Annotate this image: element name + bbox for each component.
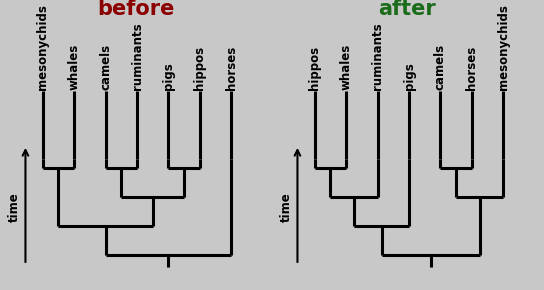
Text: ruminants: ruminants — [371, 22, 384, 90]
Text: hippos: hippos — [193, 46, 206, 90]
Text: ruminants: ruminants — [131, 22, 144, 90]
Text: before: before — [97, 0, 174, 19]
Text: mesonychids: mesonychids — [497, 4, 510, 90]
Text: after: after — [379, 0, 436, 19]
Text: horses: horses — [465, 46, 478, 90]
Text: horses: horses — [225, 46, 238, 90]
Text: mesonychids: mesonychids — [36, 4, 50, 90]
Text: pigs: pigs — [162, 62, 175, 90]
Text: hippos: hippos — [308, 46, 322, 90]
Text: whales: whales — [67, 44, 81, 90]
Text: time: time — [280, 192, 293, 222]
Text: pigs: pigs — [403, 62, 416, 90]
Text: time: time — [8, 192, 21, 222]
Text: camels: camels — [434, 44, 447, 90]
Text: camels: camels — [99, 44, 112, 90]
Text: whales: whales — [339, 44, 353, 90]
